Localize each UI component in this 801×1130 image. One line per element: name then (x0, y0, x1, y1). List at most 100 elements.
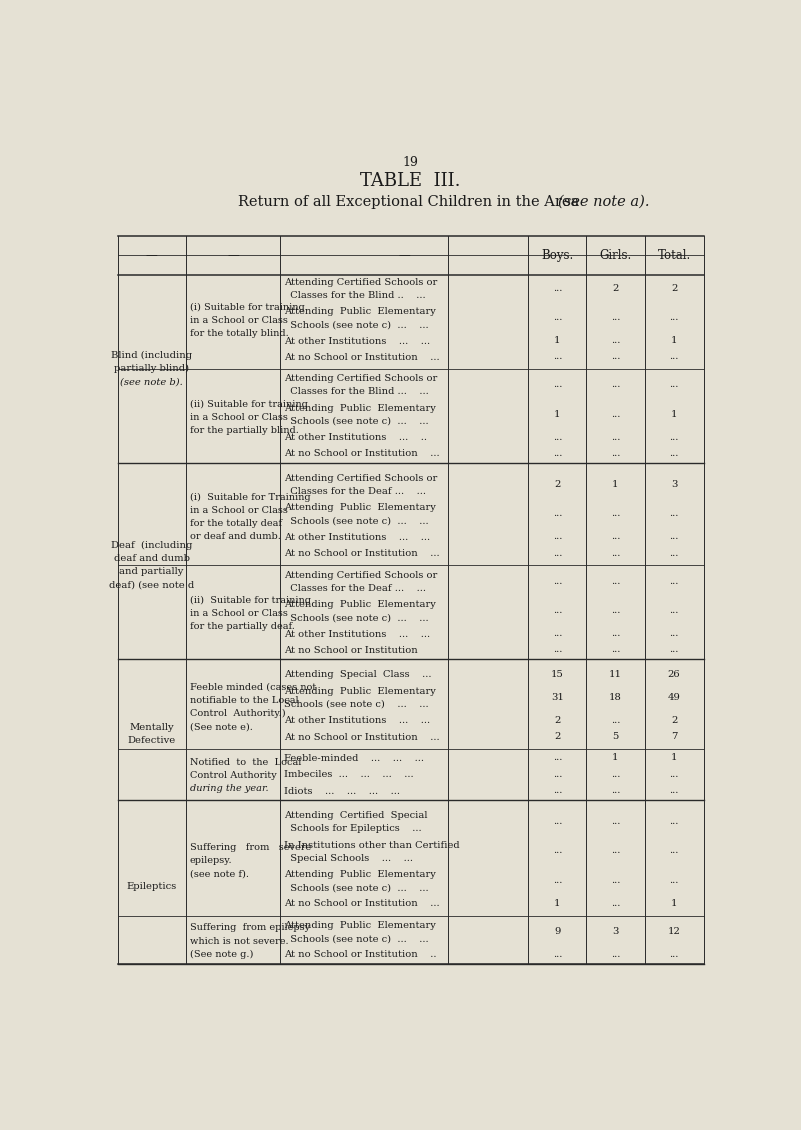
Text: ...: ... (670, 576, 678, 585)
Text: 18: 18 (609, 693, 622, 702)
Text: 12: 12 (667, 927, 681, 936)
Text: Attending Certified Schools or: Attending Certified Schools or (284, 374, 437, 383)
Text: ...: ... (610, 548, 620, 557)
Text: Boys.: Boys. (541, 249, 574, 262)
Text: ...: ... (670, 846, 678, 855)
Text: 2: 2 (554, 715, 561, 724)
Text: ...: ... (553, 548, 562, 557)
Text: 1: 1 (670, 754, 678, 763)
Text: 1: 1 (670, 898, 678, 907)
Text: 5: 5 (612, 732, 618, 741)
Text: ...: ... (553, 754, 562, 763)
Text: ...: ... (553, 284, 562, 293)
Text: Blind (including: Blind (including (111, 351, 192, 360)
Text: Return of all Exceptional Children in the Area: Return of all Exceptional Children in th… (238, 194, 583, 209)
Text: Control Authority: Control Authority (190, 771, 276, 780)
Text: ...: ... (553, 353, 562, 362)
Text: notifiable to the Local: notifiable to the Local (190, 696, 298, 705)
Text: ...: ... (553, 532, 562, 541)
Text: ...: ... (610, 380, 620, 389)
Text: 15: 15 (551, 670, 564, 679)
Text: ...: ... (553, 449, 562, 458)
Text: Mentally: Mentally (129, 723, 174, 732)
Text: deaf and dumb: deaf and dumb (114, 555, 190, 563)
Text: ...: ... (610, 410, 620, 419)
Text: At other Institutions    ...    ...: At other Institutions ... ... (284, 533, 431, 542)
Text: Schools (see note c)  ...    ...: Schools (see note c) ... ... (284, 516, 429, 525)
Text: ...: ... (610, 433, 620, 442)
Text: in a School or Class: in a School or Class (190, 316, 288, 325)
Text: Attending Certified Schools or: Attending Certified Schools or (284, 473, 437, 483)
Text: for the partially blind.: for the partially blind. (190, 426, 299, 435)
Text: Attending  Public  Elementary: Attending Public Elementary (284, 403, 437, 412)
Text: for the totally deaf: for the totally deaf (190, 519, 281, 528)
Text: At no School or Institution    ...: At no School or Institution ... (284, 899, 440, 909)
Text: TABLE  III.: TABLE III. (360, 172, 461, 190)
Text: 1: 1 (612, 754, 618, 763)
Text: At other Institutions    ...    ...: At other Institutions ... ... (284, 337, 431, 346)
Text: in a School or Class: in a School or Class (190, 412, 288, 421)
Text: ...: ... (610, 785, 620, 794)
Text: ...: ... (553, 770, 562, 779)
Text: ...: ... (553, 510, 562, 519)
Text: ...: ... (670, 817, 678, 826)
Text: Schools (see note c)  ...    ...: Schools (see note c) ... ... (284, 884, 429, 893)
Text: which is not severe.: which is not severe. (190, 937, 288, 946)
Text: 2: 2 (554, 732, 561, 741)
Text: ...: ... (670, 510, 678, 519)
Text: At other Institutions    ...    ..: At other Institutions ... .. (284, 433, 428, 442)
Text: At no School or Institution    ...: At no School or Institution ... (284, 353, 440, 362)
Text: —: — (146, 249, 158, 262)
Text: At other Institutions    ...    ...: At other Institutions ... ... (284, 629, 431, 638)
Text: —: — (227, 249, 239, 262)
Text: 11: 11 (609, 670, 622, 679)
Text: ...: ... (670, 353, 678, 362)
Text: 2: 2 (671, 715, 677, 724)
Text: ...: ... (610, 876, 620, 885)
Text: 7: 7 (671, 732, 677, 741)
Text: 1: 1 (554, 410, 561, 419)
Text: Attending  Certified  Special: Attending Certified Special (284, 811, 428, 820)
Text: ...: ... (670, 876, 678, 885)
Text: —: — (398, 249, 410, 262)
Text: ...: ... (610, 715, 620, 724)
Text: ...: ... (670, 433, 678, 442)
Text: 2: 2 (554, 480, 561, 489)
Text: ...: ... (610, 817, 620, 826)
Text: in a School or Class: in a School or Class (190, 609, 288, 618)
Text: ...: ... (553, 645, 562, 654)
Text: 1: 1 (670, 410, 678, 419)
Text: ...: ... (553, 876, 562, 885)
Text: ...: ... (670, 645, 678, 654)
Text: Attending  Public  Elementary: Attending Public Elementary (284, 504, 437, 513)
Text: ...: ... (610, 576, 620, 585)
Text: ...: ... (670, 449, 678, 458)
Text: At no School or Institution    ...: At no School or Institution ... (284, 450, 440, 459)
Text: Defective: Defective (127, 736, 175, 745)
Text: ...: ... (553, 433, 562, 442)
Text: for the totally blind.: for the totally blind. (190, 329, 288, 338)
Text: Suffering   from   severe: Suffering from severe (190, 843, 311, 852)
Text: ...: ... (610, 949, 620, 958)
Text: Schools (see note c)  ...    ...: Schools (see note c) ... ... (284, 614, 429, 623)
Text: partially blind): partially blind) (114, 364, 189, 374)
Text: At no School or Institution    ...: At no School or Institution ... (284, 549, 440, 558)
Text: Imbeciles  ...    ...    ...    ...: Imbeciles ... ... ... ... (284, 771, 414, 780)
Text: ...: ... (610, 846, 620, 855)
Text: ...: ... (670, 548, 678, 557)
Text: 1: 1 (670, 336, 678, 345)
Text: Attending  Public  Elementary: Attending Public Elementary (284, 921, 437, 930)
Text: 49: 49 (667, 693, 681, 702)
Text: At no School or Institution: At no School or Institution (284, 646, 418, 655)
Text: Classes for the Deaf ...    ...: Classes for the Deaf ... ... (284, 584, 426, 593)
Text: 3: 3 (671, 480, 677, 489)
Text: ...: ... (553, 629, 562, 638)
Text: ...: ... (610, 353, 620, 362)
Text: 1: 1 (554, 336, 561, 345)
Text: Idiots    ...    ...    ...    ...: Idiots ... ... ... ... (284, 786, 400, 796)
Text: Schools (see note c)  ...    ...: Schools (see note c) ... ... (284, 320, 429, 329)
Text: Notified  to  the  Local: Notified to the Local (190, 758, 301, 767)
Text: ...: ... (670, 313, 678, 322)
Text: (see note f).: (see note f). (190, 869, 248, 878)
Text: ...: ... (553, 380, 562, 389)
